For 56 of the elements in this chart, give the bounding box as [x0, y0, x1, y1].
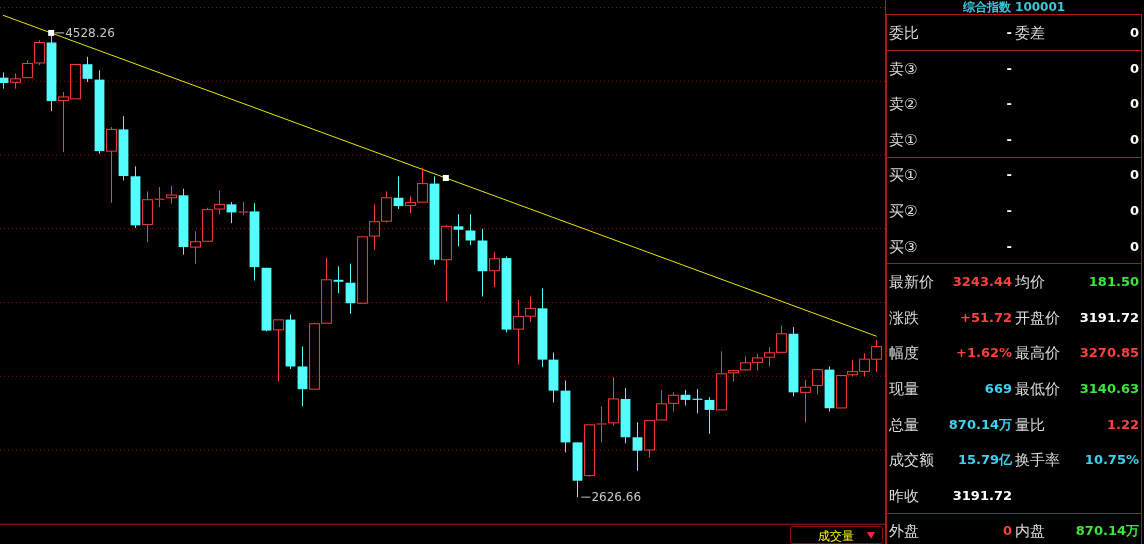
category-label: -	[1006, 25, 1012, 40]
category-label: 外盘	[889, 522, 919, 541]
category-label: 0	[1129, 25, 1139, 40]
category-label: -	[1006, 167, 1012, 183]
category-label: 委比	[889, 24, 919, 42]
category-label: 买③	[889, 237, 918, 256]
category-label: 10.75%	[1084, 452, 1139, 468]
annotation: 4528.26	[65, 25, 115, 40]
category-label: 换手率	[1015, 451, 1060, 470]
category-label: 15.79亿	[957, 452, 1013, 468]
category-label: +1.62%	[956, 345, 1012, 361]
category-label: 3191.72	[1079, 309, 1139, 325]
category-label: 3140.63	[1079, 381, 1139, 396]
category-label: 669	[984, 381, 1012, 396]
category-label: 卖③	[889, 59, 918, 78]
category-label: 成交额	[889, 451, 934, 470]
category-label: 3270.85	[1079, 345, 1139, 361]
category-label: 1.22	[1106, 416, 1139, 432]
category-label: 181.50	[1088, 274, 1139, 290]
category-label: 最新价	[889, 273, 934, 292]
category-label: 买②	[889, 202, 918, 220]
category-label: 卖②	[889, 95, 918, 114]
category-label: 0	[1129, 96, 1139, 112]
category-label: 3243.44	[952, 274, 1012, 290]
category-label: 0	[1129, 203, 1139, 218]
category-label: 0	[1129, 60, 1139, 76]
category-label: 870.14万	[948, 416, 1012, 432]
annotation: 2626.66	[591, 490, 642, 505]
category-label: 买①	[889, 166, 918, 185]
category-label: 现量	[889, 380, 919, 398]
category-label: -	[1006, 96, 1012, 112]
category-label: 870.14万	[1075, 523, 1139, 539]
category-label: 卖①	[889, 130, 918, 149]
category-label: -	[1006, 238, 1012, 254]
category-label: 总量	[888, 415, 919, 434]
category-label: 0	[1129, 131, 1139, 147]
category-label: 量比	[1015, 415, 1045, 434]
category-label: 0	[1129, 167, 1139, 183]
category-label: -	[1006, 60, 1012, 76]
category-label: 3191.72	[952, 487, 1012, 503]
category-label: 0	[1002, 523, 1012, 539]
category-label: 0	[1129, 238, 1139, 254]
category-label: -	[1006, 131, 1012, 147]
category-label: -	[1006, 203, 1012, 218]
category-label: 昨收	[889, 486, 919, 505]
category-label: 最低价	[1015, 380, 1060, 398]
category-label: 均价	[1014, 273, 1045, 292]
text: 综合指数 100001	[961, 0, 1066, 14]
category-label: 涨跌	[889, 308, 919, 327]
category-label: 最高价	[1015, 344, 1060, 363]
category-label: 开盘价	[1015, 308, 1060, 327]
category-label: +51.72	[959, 309, 1012, 325]
category-label: 委差	[1015, 24, 1045, 42]
category-label: 内盘	[1015, 522, 1045, 541]
category-label: 幅度	[889, 344, 919, 363]
text: 成交量	[818, 529, 854, 543]
